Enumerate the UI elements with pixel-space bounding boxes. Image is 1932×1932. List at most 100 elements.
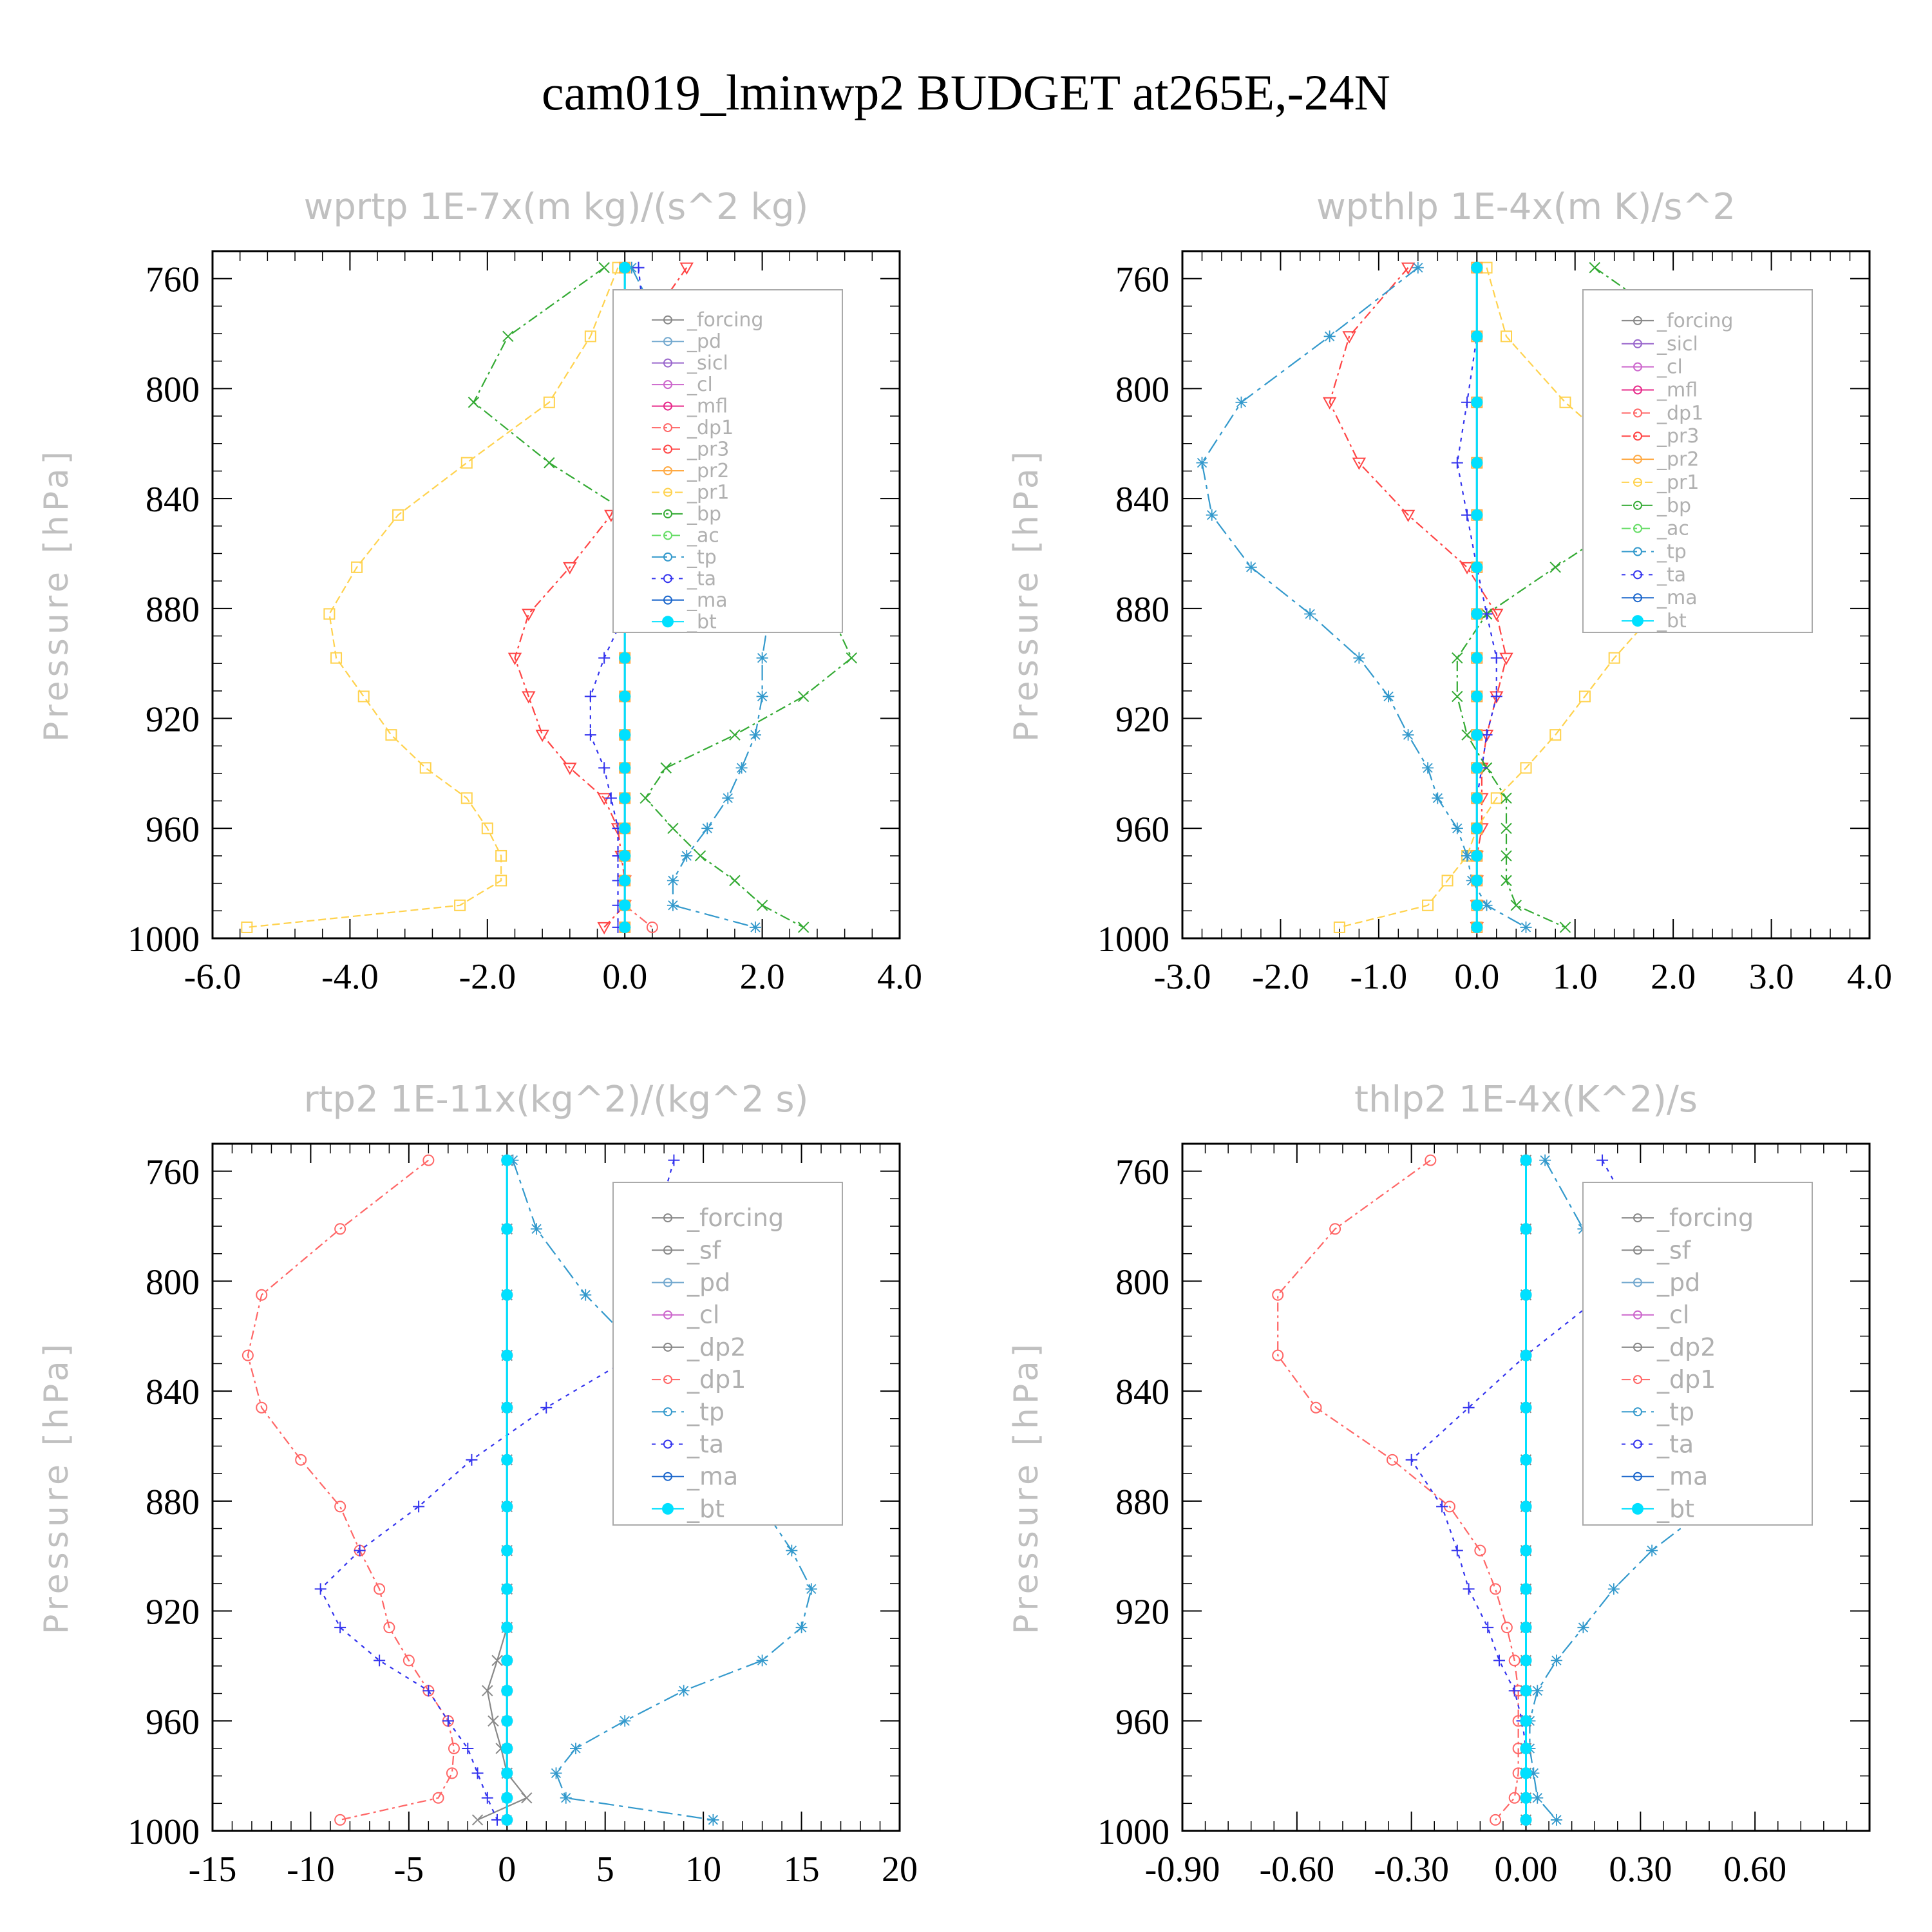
point-bt bbox=[501, 1501, 513, 1513]
x-tick-label: 2.0 bbox=[1651, 957, 1696, 997]
point-tp bbox=[1520, 921, 1532, 933]
point-pr3 bbox=[522, 691, 536, 704]
point-tp bbox=[1235, 396, 1247, 408]
legend-marker bbox=[662, 616, 674, 628]
y-tick-label: 760 bbox=[146, 260, 200, 300]
y-tick-label: 920 bbox=[146, 700, 200, 740]
legend-item-bt: _bt bbox=[1622, 610, 1687, 632]
point-dp1 bbox=[402, 1654, 415, 1667]
point-bp bbox=[797, 690, 810, 703]
point-dp1 bbox=[1272, 1349, 1284, 1361]
series-line-bp bbox=[473, 267, 853, 928]
x-tick-label: 0 bbox=[498, 1850, 516, 1889]
point-pr1 bbox=[241, 921, 253, 933]
point-bp bbox=[797, 922, 810, 933]
point-bt bbox=[1471, 822, 1483, 835]
point-pr3 bbox=[1401, 262, 1416, 275]
legend-marker bbox=[1633, 477, 1642, 487]
legend-item-dp1: _dp1 bbox=[1622, 402, 1703, 424]
point-pr1 bbox=[1578, 690, 1591, 703]
point-tp bbox=[1550, 1654, 1562, 1667]
point-tp bbox=[1304, 608, 1316, 620]
point-bt bbox=[619, 822, 631, 835]
legend-marker bbox=[663, 380, 672, 390]
point-pr3 bbox=[563, 562, 577, 574]
point-tp bbox=[1531, 1792, 1544, 1804]
legend-label: _cl bbox=[687, 1301, 719, 1329]
legend-label: _ta bbox=[687, 567, 716, 590]
point-bt bbox=[501, 1654, 513, 1667]
legend-marker bbox=[1633, 408, 1642, 418]
point-bt bbox=[1520, 1544, 1532, 1557]
legend-label: _sicl bbox=[1656, 333, 1698, 355]
legend-label: _cl bbox=[1656, 1301, 1689, 1329]
x-tick-label: 20 bbox=[882, 1850, 918, 1889]
point-dp1 bbox=[646, 921, 658, 933]
point-ta bbox=[334, 1622, 346, 1634]
point-bp bbox=[1501, 792, 1512, 804]
point-bt bbox=[619, 875, 631, 887]
point-ta bbox=[1463, 1583, 1475, 1595]
point-pr1 bbox=[351, 561, 363, 573]
series-dp1 bbox=[242, 1154, 460, 1826]
point-bt bbox=[501, 1715, 513, 1727]
point-dp1 bbox=[334, 1814, 346, 1826]
x-tick-label: -10 bbox=[287, 1850, 335, 1889]
point-bp bbox=[468, 397, 480, 408]
legend-item-dp2: _dp2 bbox=[652, 1333, 746, 1361]
legend-label: _bt bbox=[1656, 610, 1687, 632]
point-tp bbox=[550, 1767, 562, 1779]
legend-label: _mfl bbox=[1656, 379, 1698, 402]
legend-label: _dp2 bbox=[687, 1333, 746, 1361]
series-pr1 bbox=[241, 261, 624, 933]
legend-item-forcing: _forcing bbox=[652, 1204, 784, 1232]
point-tp bbox=[1353, 652, 1365, 664]
legend-label: _dp2 bbox=[1656, 1333, 1716, 1361]
legend-item-tp: _tp bbox=[1622, 1397, 1694, 1426]
point-tp bbox=[756, 690, 768, 703]
point-bt bbox=[1520, 1454, 1532, 1466]
legend: _forcing_sicl_cl_mfl_dp1_pr3_pr2_pr1_bp_… bbox=[1582, 289, 1813, 633]
legend-label: _ta bbox=[1656, 1430, 1694, 1459]
point-ta bbox=[632, 261, 645, 274]
point-ta bbox=[668, 1154, 680, 1166]
legend-marker bbox=[663, 1245, 672, 1255]
legend-marker bbox=[663, 1342, 672, 1352]
point-bt bbox=[501, 1401, 513, 1414]
point-tp bbox=[677, 1685, 690, 1697]
point-bt bbox=[501, 1792, 513, 1804]
point-bt bbox=[619, 921, 631, 933]
point-bt bbox=[1471, 690, 1483, 703]
x-tick-label: 3.0 bbox=[1749, 957, 1794, 997]
point-ta bbox=[1482, 1622, 1494, 1634]
y-axis-label: Pressure [hPa] bbox=[37, 1340, 76, 1634]
legend-marker bbox=[663, 401, 672, 411]
point-bt bbox=[1520, 1583, 1532, 1595]
point-ta bbox=[466, 1454, 478, 1466]
legend-marker bbox=[1633, 362, 1642, 372]
legend-marker bbox=[663, 315, 672, 325]
point-bt bbox=[1471, 330, 1483, 343]
legend-item-sf: _sf bbox=[652, 1236, 722, 1264]
point-ta bbox=[374, 1654, 386, 1667]
point-bt bbox=[1520, 1742, 1532, 1754]
point-bp bbox=[1549, 562, 1561, 573]
legend-label: _pd bbox=[1656, 1269, 1700, 1297]
point-bp bbox=[1510, 900, 1522, 911]
legend-marker bbox=[663, 1407, 672, 1417]
point-bt bbox=[1520, 1814, 1532, 1826]
legend-item-cl: _cl bbox=[652, 374, 713, 396]
legend-item-pd: _pd bbox=[652, 330, 721, 353]
point-bp bbox=[667, 822, 679, 834]
x-tick-label: 0.00 bbox=[1495, 1850, 1558, 1889]
legend-marker bbox=[1633, 1245, 1642, 1255]
point-pr3 bbox=[522, 609, 536, 621]
plot-frame bbox=[211, 1142, 901, 1832]
legend-marker bbox=[663, 466, 672, 475]
point-bt bbox=[1471, 261, 1483, 274]
legend-marker bbox=[1633, 1472, 1642, 1481]
point-bt bbox=[501, 1583, 513, 1595]
series-dp2 bbox=[471, 1154, 533, 1826]
legend-item-tp: _tp bbox=[652, 546, 717, 569]
point-pr3 bbox=[1460, 562, 1474, 574]
